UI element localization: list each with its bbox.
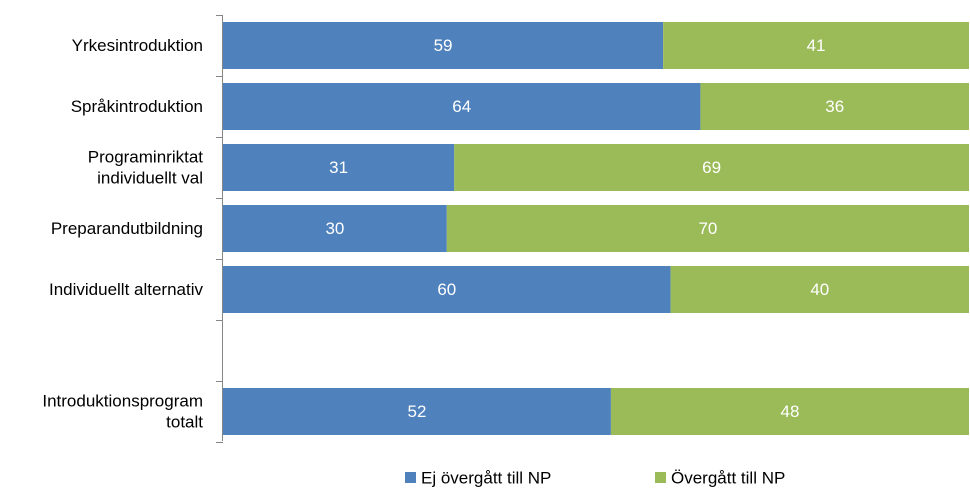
data-label: 48	[780, 402, 799, 421]
bar-segment	[446, 205, 969, 252]
data-label: 31	[329, 158, 348, 177]
data-label: 40	[810, 280, 829, 299]
legend-swatch	[655, 472, 666, 483]
bar-segment	[223, 205, 447, 252]
bar-segment	[223, 83, 701, 130]
category-labels-layer: Yrkesintroduktion Språkintroduktion Progra…	[42, 36, 203, 432]
data-label: 60	[437, 280, 456, 299]
data-label: 36	[825, 97, 844, 116]
category-label: Programinriktat	[88, 148, 204, 167]
category-label: Preparandutbildning	[51, 219, 203, 238]
legend-label: Övergått till NP	[671, 469, 785, 488]
bar-segment	[223, 266, 671, 313]
bar-segment	[454, 144, 969, 191]
data-label: 69	[702, 158, 721, 177]
category-axis	[216, 15, 223, 443]
category-label: Individuellt alternativ	[49, 280, 204, 299]
data-label: 41	[807, 36, 826, 55]
bar-segment	[700, 83, 969, 130]
data-label: 52	[407, 402, 426, 421]
category-label: Introduktionsprogram	[42, 392, 203, 411]
bars-layer	[223, 22, 969, 435]
bar-segment	[670, 266, 969, 313]
category-label: Yrkesintroduktion	[72, 36, 203, 55]
bar-segment	[223, 388, 611, 435]
bar-segment	[663, 22, 969, 69]
bar-segment	[610, 388, 969, 435]
legend: Ej övergått till NP Övergått till NP	[405, 469, 785, 488]
data-label: 64	[452, 97, 471, 116]
legend-swatch	[405, 472, 416, 483]
data-label: 30	[325, 219, 344, 238]
bar-labels-layer: 59 41 64 36 31 69 30 70 60 40 52 48	[325, 36, 844, 421]
legend-label: Ej övergått till NP	[421, 469, 551, 488]
data-label: 70	[698, 219, 717, 238]
category-label: Språkintroduktion	[71, 97, 203, 116]
category-label: totalt	[166, 413, 203, 432]
bar-segment	[223, 144, 455, 191]
category-label: individuellt val	[97, 169, 203, 188]
data-label: 59	[434, 36, 453, 55]
bar-segment	[223, 22, 664, 69]
